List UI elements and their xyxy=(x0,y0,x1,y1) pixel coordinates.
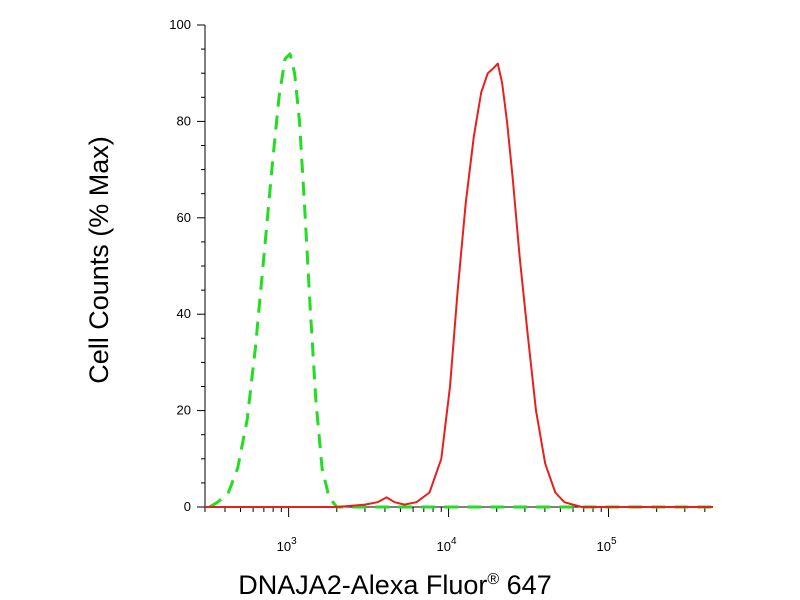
x-axis-title-registered-mark: ® xyxy=(487,571,499,588)
x-tick-label: 105 xyxy=(597,536,617,554)
x-tick-label: 103 xyxy=(277,536,297,554)
y-tick-label: 80 xyxy=(177,113,191,128)
sample-histogram-line xyxy=(205,62,713,508)
x-axis-title: DNAJA2-Alexa Fluor® 647 xyxy=(238,570,551,600)
y-tick-label: 60 xyxy=(177,210,191,225)
y-tick-label: 20 xyxy=(177,403,191,418)
x-axis-ticks: 103 104 105 xyxy=(204,507,706,554)
y-tick-label: 0 xyxy=(184,499,191,514)
y-tick-label: 40 xyxy=(177,306,191,321)
y-axis-ticks: 0 20 40 60 80 100 xyxy=(169,17,205,514)
series-layer xyxy=(205,52,713,509)
y-axis-title: Cell Counts (% Max) xyxy=(84,136,114,384)
x-tick-label: 104 xyxy=(437,536,457,554)
x-axis-title-main: DNAJA2-Alexa Fluor xyxy=(238,570,487,600)
y-tick-label: 100 xyxy=(169,17,191,32)
x-axis-title-suffix: 647 xyxy=(499,570,552,600)
control-histogram-line xyxy=(208,52,713,509)
